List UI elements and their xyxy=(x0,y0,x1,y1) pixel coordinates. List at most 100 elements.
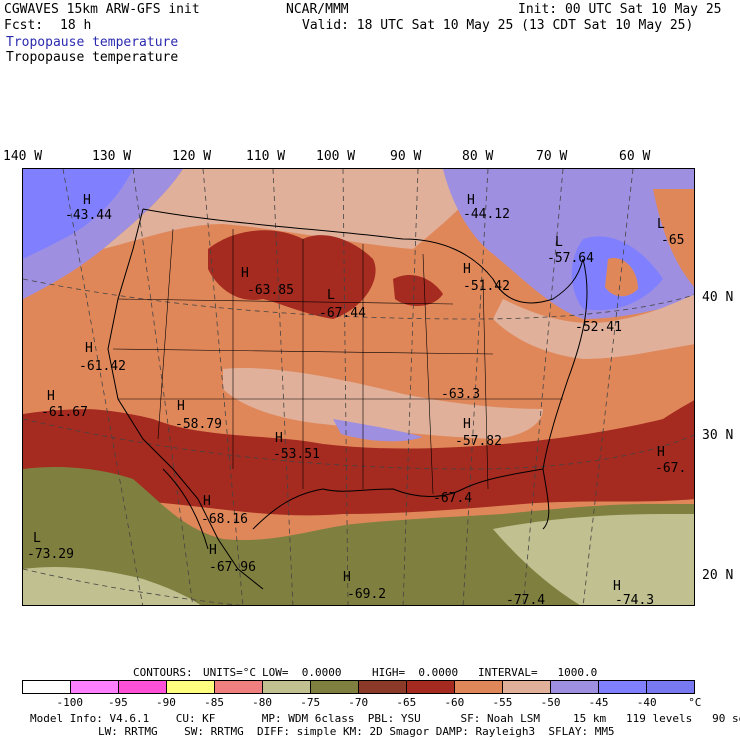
extremum-value: -67.44 xyxy=(319,306,366,321)
extremum-letter: H xyxy=(203,494,211,509)
extremum-letter: H xyxy=(613,579,621,594)
colorbar-tick-label: -50 xyxy=(540,696,561,709)
extremum-value: -57.82 xyxy=(455,434,502,449)
colorbar-tick-label: -90 xyxy=(156,696,176,709)
field-region-65 xyxy=(208,230,376,319)
extremum-value: -53.51 xyxy=(273,447,320,462)
field-region-75 xyxy=(493,514,694,605)
colorbar-swatch xyxy=(215,681,263,693)
field-region-45 xyxy=(23,169,133,259)
extremum-value: -44.12 xyxy=(463,207,510,222)
colorbar-tick-label: -75 xyxy=(300,696,321,709)
extremum-value: -57.64 xyxy=(547,251,594,266)
field-region-75 xyxy=(23,567,201,605)
field-region-65 xyxy=(23,400,694,516)
extremum-value: -74.3 xyxy=(615,593,655,606)
colorbar-swatch xyxy=(503,681,551,693)
lon-label: 130 W xyxy=(92,149,132,164)
state-borders xyxy=(112,228,563,495)
extremum-value: -63.85 xyxy=(247,283,294,298)
model-title: CGWAVES 15km ARW-GFS init xyxy=(4,2,200,17)
extremum-letter: H xyxy=(83,193,91,208)
valid-time: Valid: 18 UTC Sat 10 May 25 (13 CDT Sat … xyxy=(302,18,694,33)
extremum-value: -52.41 xyxy=(575,320,622,335)
extremum-letter: H xyxy=(85,341,93,356)
forecast-hour: 18 h xyxy=(60,18,92,33)
lon-label: 70 W xyxy=(536,149,568,164)
contours-label: CONTOURS: xyxy=(133,666,193,679)
extremum-value: -69.2 xyxy=(347,587,387,602)
field-region-60 xyxy=(23,347,129,414)
colorbar-tick-label: -45 xyxy=(588,696,609,709)
lat-label: 20 N xyxy=(702,568,734,583)
colorbar-swatch xyxy=(647,681,694,693)
colorbar-tick-label: -60 xyxy=(444,696,465,709)
colorbar-tick-label: -80 xyxy=(252,696,273,709)
extremum-value: -51.42 xyxy=(463,279,510,294)
extremum-letter: H xyxy=(209,543,217,558)
colorbar-tick-label: °C xyxy=(688,696,702,709)
extremum-letter: L xyxy=(327,288,335,303)
field-title-contour: Tropopause temperature xyxy=(6,50,179,65)
lon-label: 60 W xyxy=(619,149,651,164)
extremum-letter: H xyxy=(343,570,351,585)
extremum-letter: H xyxy=(177,399,185,414)
weather-map: H -43.44 H -63.85 L -67.44 H -44.12 L -5… xyxy=(22,168,695,606)
extremum-value: -73.29 xyxy=(27,547,74,562)
contours-units: UNITS=°C xyxy=(203,666,256,679)
extremum-letter: H xyxy=(47,389,55,404)
lon-label: 100 W xyxy=(316,149,356,164)
colorbar-tick-label: -95 xyxy=(107,696,128,709)
extremum-value: -67. xyxy=(655,461,687,476)
contours-high: HIGH= 0.0000 xyxy=(372,666,459,679)
extremum-letter: L xyxy=(33,531,41,546)
lon-label: 80 W xyxy=(462,149,494,164)
field-region-60 xyxy=(653,189,694,287)
colorbar-tick-label: -65 xyxy=(396,696,417,709)
field-region-70 xyxy=(23,467,694,605)
colorbar-swatch xyxy=(23,681,71,693)
graticule xyxy=(23,169,694,605)
colorbar-swatch xyxy=(359,681,407,693)
extremum-letter: L xyxy=(555,235,563,250)
field-region-55 xyxy=(493,294,694,359)
colorbar-swatch xyxy=(551,681,599,693)
init-time: Init: 00 UTC Sat 10 May 25 xyxy=(518,2,722,17)
extremum-value: -58.79 xyxy=(175,417,222,432)
colorbar-swatch xyxy=(71,681,119,693)
coastline xyxy=(107,208,588,590)
field-region-55 xyxy=(103,169,493,249)
lon-label: 110 W xyxy=(246,149,286,164)
extremum-value: -65 xyxy=(661,233,685,248)
extremum-value: -63.3 xyxy=(441,387,481,402)
lat-label: 30 N xyxy=(702,428,734,443)
forecast-label: Fcst: xyxy=(4,18,44,33)
field-region-50 xyxy=(333,419,423,442)
model-info-line2: LW: RRTMG SW: RRTMG DIFF: simple KM: 2D … xyxy=(98,725,615,738)
extremum-letter: L xyxy=(657,217,665,232)
colorbar-swatch xyxy=(311,681,359,693)
extremum-letter: H xyxy=(467,193,475,208)
contours-low: LOW= 0.0000 xyxy=(262,666,342,679)
contours-interval: INTERVAL= 1000.0 xyxy=(478,666,598,679)
colorbar-swatch xyxy=(407,681,455,693)
extremum-letter: H xyxy=(463,262,471,277)
extremum-value: -77.4 xyxy=(506,593,546,606)
field-title-shaded: Tropopause temperature xyxy=(6,35,179,50)
extremum-letter: H xyxy=(241,266,249,281)
field-region-65 xyxy=(393,274,443,306)
extremum-value: -67.96 xyxy=(209,560,256,575)
colorbar-swatch xyxy=(167,681,215,693)
lat-label: 40 N xyxy=(702,290,734,305)
lon-label: 120 W xyxy=(172,149,212,164)
extremum-value: -61.67 xyxy=(41,405,88,420)
colorbar-swatch xyxy=(599,681,647,693)
extremum-value: -43.44 xyxy=(65,208,112,223)
extremum-letter: H xyxy=(657,445,665,460)
colorbar-swatch xyxy=(119,681,167,693)
field-region-60 xyxy=(605,258,638,297)
colorbar-tick-label: -40 xyxy=(636,696,657,709)
model-info-line1: Model Info: V4.6.1 CU: KF MP: WDM 6class… xyxy=(30,712,740,725)
colorbar-tick-label: -100 xyxy=(56,696,83,709)
lon-label: 140 W xyxy=(3,149,43,164)
